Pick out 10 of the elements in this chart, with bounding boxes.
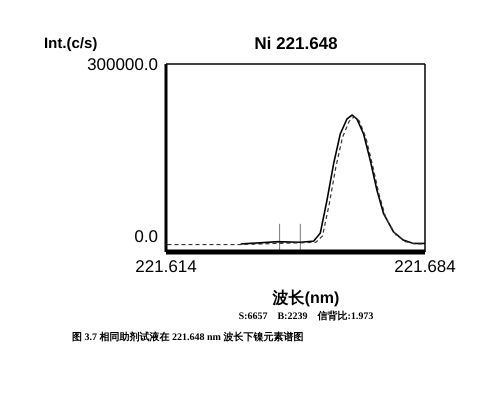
line-series [166,116,425,246]
x-axis-title: 波长(nm) [272,288,340,309]
x-tick-label: 221.614 [135,257,197,276]
y-axis-title: Int.(c/s) [44,35,98,52]
y-tick-label: 300000.0 [87,55,158,74]
y-tick-label: 0.0 [134,226,158,246]
caption: 图 3.7 相同助剂试液在 221.648 nm 波长下镍元素谱图 [72,330,304,344]
x-tick-label: 221.684 [394,257,456,276]
text: S:6657 B:2239 信背比:1.973 [238,310,374,323]
chart-title: Ni 221.648 [253,34,339,54]
